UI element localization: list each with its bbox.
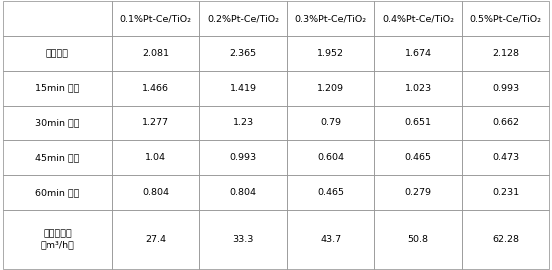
Text: 60min 浓度: 60min 浓度 [35,188,79,197]
Bar [462,71,549,106]
Text: 0.651: 0.651 [405,119,432,127]
Text: 2.081: 2.081 [142,49,169,58]
Bar [199,106,287,140]
Text: 2.128: 2.128 [492,49,519,58]
Bar [3,1,112,36]
Bar [3,106,112,140]
Text: 0.465: 0.465 [405,153,432,162]
Text: 0.79: 0.79 [320,119,341,127]
Bar [374,140,462,175]
Bar [287,140,374,175]
Bar [374,175,462,210]
Bar [462,36,549,71]
Bar [112,71,199,106]
Text: 初始浓度: 初始浓度 [46,49,69,58]
Bar [3,71,112,106]
Bar [462,1,549,36]
Text: 0.1%Pt-Ce/TiO₂: 0.1%Pt-Ce/TiO₂ [120,14,192,23]
Text: 洁净空气量
（m³/h）: 洁净空气量 （m³/h） [40,229,75,249]
Bar [462,106,549,140]
Text: 0.465: 0.465 [317,188,344,197]
Bar [287,1,374,36]
Text: 0.993: 0.993 [230,153,257,162]
Text: 27.4: 27.4 [145,235,166,244]
Text: 0.804: 0.804 [142,188,169,197]
Text: 0.5%Pt-Ce/TiO₂: 0.5%Pt-Ce/TiO₂ [470,14,542,23]
Text: 45min 浓度: 45min 浓度 [35,153,79,162]
Bar [374,71,462,106]
Bar [112,106,199,140]
Bar [3,175,112,210]
Text: 1.209: 1.209 [317,84,344,93]
Text: 1.419: 1.419 [230,84,257,93]
Text: 0.3%Pt-Ce/TiO₂: 0.3%Pt-Ce/TiO₂ [295,14,367,23]
Text: 0.279: 0.279 [405,188,432,197]
Text: 33.3: 33.3 [232,235,254,244]
Text: 1.023: 1.023 [405,84,432,93]
Text: 1.674: 1.674 [405,49,432,58]
Text: 1.04: 1.04 [145,153,166,162]
Text: 0.473: 0.473 [492,153,519,162]
Bar [287,106,374,140]
Bar [374,36,462,71]
Text: 1.277: 1.277 [142,119,169,127]
Bar [112,36,199,71]
Bar [199,175,287,210]
Text: 1.952: 1.952 [317,49,344,58]
Bar [199,210,287,269]
Text: 0.4%Pt-Ce/TiO₂: 0.4%Pt-Ce/TiO₂ [382,14,454,23]
Text: 1.466: 1.466 [142,84,169,93]
Text: 0.993: 0.993 [492,84,519,93]
Bar [462,140,549,175]
Bar [374,106,462,140]
Bar [112,210,199,269]
Bar [3,210,112,269]
Bar [287,71,374,106]
Bar [199,1,287,36]
Text: 50.8: 50.8 [407,235,428,244]
Bar [287,175,374,210]
Bar [374,210,462,269]
Bar [287,36,374,71]
Text: 2.365: 2.365 [230,49,257,58]
Text: 62.28: 62.28 [492,235,519,244]
Text: 0.2%Pt-Ce/TiO₂: 0.2%Pt-Ce/TiO₂ [207,14,279,23]
Text: 0.604: 0.604 [317,153,344,162]
Text: 15min 浓度: 15min 浓度 [35,84,79,93]
Bar [462,175,549,210]
Text: 0.662: 0.662 [492,119,519,127]
Text: 1.23: 1.23 [232,119,254,127]
Bar [199,71,287,106]
Text: 30min 浓度: 30min 浓度 [35,119,79,127]
Text: 43.7: 43.7 [320,235,341,244]
Bar [112,140,199,175]
Text: 0.231: 0.231 [492,188,519,197]
Text: 0.804: 0.804 [230,188,257,197]
Bar [462,210,549,269]
Bar [3,36,112,71]
Bar [287,210,374,269]
Bar [112,1,199,36]
Bar [112,175,199,210]
Bar [199,36,287,71]
Bar [374,1,462,36]
Bar [3,140,112,175]
Bar [199,140,287,175]
